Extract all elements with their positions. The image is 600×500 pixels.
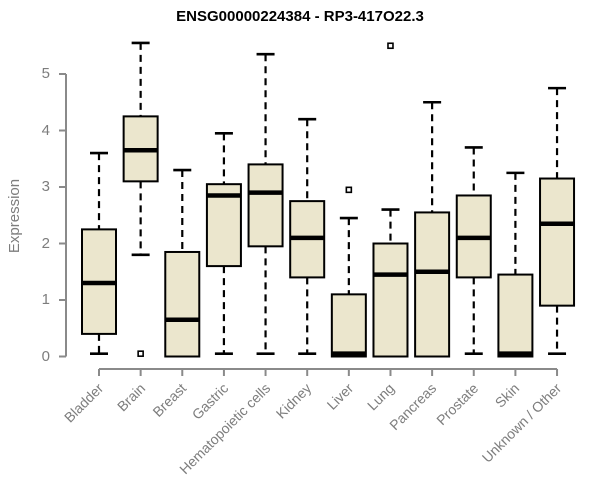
y-tick-label: 1 bbox=[41, 291, 50, 308]
box-rect bbox=[539, 177, 576, 307]
y-tick-label: 5 bbox=[41, 65, 50, 82]
box-rect bbox=[205, 183, 242, 268]
box-rect bbox=[497, 273, 534, 358]
chart-title: ENSG00000224384 - RP3-417O22.3 bbox=[176, 8, 424, 25]
box-rect bbox=[247, 163, 284, 248]
y-tick-label: 3 bbox=[41, 178, 50, 195]
outlier-point bbox=[345, 186, 353, 194]
box-rect bbox=[414, 211, 451, 358]
y-tick-label: 0 bbox=[41, 347, 50, 365]
outlier-point bbox=[387, 42, 394, 50]
outlier-point bbox=[137, 350, 144, 357]
y-tick-label: 2 bbox=[41, 234, 50, 252]
box-rect bbox=[330, 293, 367, 358]
box-rect bbox=[372, 242, 409, 358]
box-rect bbox=[164, 250, 201, 358]
y-tick-label: 4 bbox=[41, 121, 50, 139]
